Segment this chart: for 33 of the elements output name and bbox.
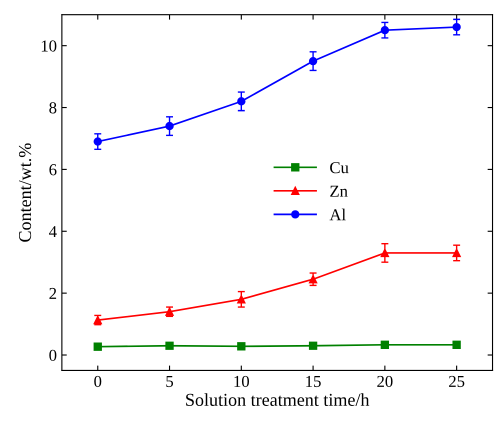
point	[452, 248, 461, 258]
point	[308, 275, 318, 284]
x-tick-label: 20	[377, 376, 393, 388]
point	[165, 122, 174, 130]
x-tick-label: 15	[306, 376, 321, 388]
y-tick-label: 0	[49, 350, 56, 361]
point	[380, 340, 390, 349]
legend-label: Cu	[330, 162, 349, 174]
y-tick-label: 10	[42, 40, 56, 52]
x-tick-label: 0	[94, 376, 102, 388]
point	[237, 97, 246, 106]
y-axis-title: Content/wt.%	[18, 143, 32, 242]
y-tick-label: 8	[49, 102, 56, 114]
y-tick-label: 6	[49, 164, 57, 176]
point	[237, 295, 246, 304]
point	[380, 248, 390, 258]
point	[452, 340, 461, 349]
legend-label: Zn	[330, 186, 348, 197]
point	[237, 342, 246, 351]
point	[94, 137, 102, 146]
x-tick-label: 5	[166, 376, 174, 388]
point	[308, 342, 318, 350]
x-axis-title: Solution treatment time/h	[186, 393, 370, 406]
point	[452, 22, 461, 32]
y-tick-label: 4	[49, 226, 57, 238]
point	[308, 56, 318, 66]
y-tick-label: 2	[49, 288, 56, 299]
x-tick-label: 10	[234, 376, 250, 388]
point	[380, 26, 390, 34]
point	[94, 342, 102, 351]
legend-label: Al	[330, 208, 346, 220]
point	[165, 342, 174, 350]
x-tick-label: 25	[449, 376, 464, 388]
